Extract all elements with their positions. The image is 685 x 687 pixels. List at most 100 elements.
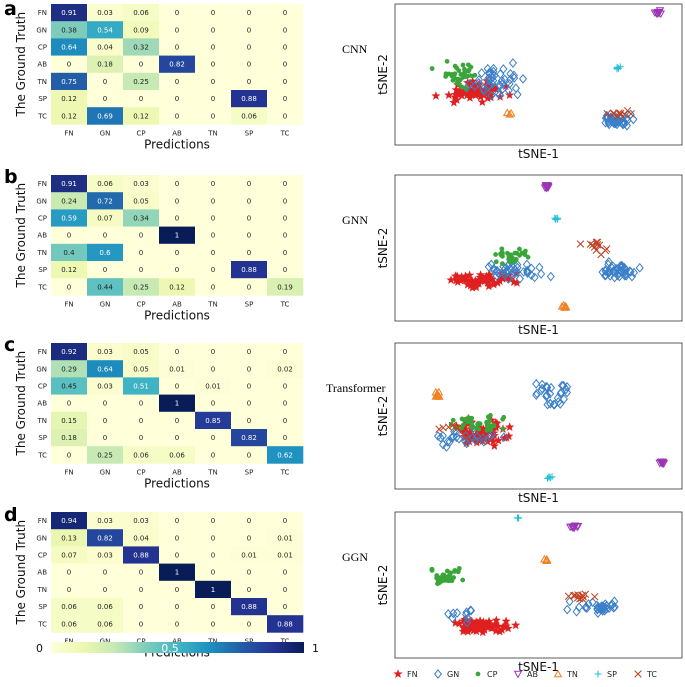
- scatter-point: [459, 425, 464, 431]
- heatmap-cell: [87, 546, 124, 564]
- scatter-point: [502, 108, 512, 117]
- scatter-point: [576, 240, 585, 248]
- y-tick-label: FN: [38, 180, 47, 188]
- cell-value: 0: [211, 26, 215, 34]
- scatter-point: [517, 252, 522, 258]
- heatmap-cell: [51, 615, 88, 633]
- heatmap-cell: [231, 21, 268, 39]
- scatter-point: [517, 246, 522, 252]
- scatter-point: [542, 555, 551, 564]
- cell-value: 0.64: [61, 44, 77, 52]
- heatmap-cell: [123, 563, 160, 582]
- cell-value: 0.01: [205, 383, 221, 391]
- scatter-point: [495, 80, 504, 90]
- cell-value: 0: [175, 180, 179, 188]
- heatmap-cell: [195, 243, 232, 262]
- cell-value: 0: [211, 232, 215, 240]
- cell-value: 0: [283, 232, 287, 240]
- scatter-point: [484, 423, 490, 428]
- heatmap-cell: [51, 360, 88, 378]
- cell-value: 0.94: [61, 517, 77, 525]
- scatter-point: [485, 414, 491, 420]
- cell-value: 0.34: [133, 215, 149, 223]
- heatmap-cell: [195, 278, 232, 296]
- cell-value: 0: [283, 383, 287, 391]
- y-tick-label: CP: [38, 44, 47, 52]
- cell-value: 0.01: [241, 552, 257, 560]
- cell-value: 0: [139, 434, 143, 442]
- cell-value: 0: [67, 283, 71, 291]
- cell-value: 0: [211, 180, 215, 188]
- x-tick-label: GN: [100, 637, 111, 645]
- heatmap-cell: [159, 226, 196, 245]
- scatter-point: [510, 620, 521, 630]
- heatmap-cell: [87, 243, 124, 262]
- heatmap-cell: [51, 209, 88, 227]
- heatmap-cell: [87, 394, 124, 413]
- heatmap-cell: [267, 72, 304, 91]
- heatmap-cell: [231, 411, 268, 430]
- y-axis-label: The Ground Truth: [14, 351, 28, 457]
- cell-value: 0: [67, 451, 71, 459]
- scatter-point: [601, 270, 610, 281]
- scatter-point: [455, 87, 465, 96]
- heatmap-cell: [123, 21, 160, 39]
- cell-value: 0.29: [61, 365, 77, 373]
- tsne-plot-frame: [394, 3, 683, 146]
- cell-value: 0: [211, 197, 215, 205]
- cell-value: 0: [283, 197, 287, 205]
- heatmap-cell: [51, 4, 88, 22]
- heatmap-cell: [159, 192, 196, 210]
- scatter-point: [546, 271, 555, 282]
- tsne-x-label: tSNE-1: [518, 147, 559, 161]
- heatmap-cell: [87, 580, 124, 599]
- cell-value: 0: [283, 569, 287, 577]
- cell-value: 0.62: [277, 451, 293, 459]
- cell-value: 0: [139, 266, 143, 274]
- scatter-point: [506, 263, 515, 274]
- x-tick-label: SP: [245, 468, 254, 476]
- panel-letter-d: d: [4, 504, 18, 526]
- scatter-point: [492, 418, 502, 428]
- heatmap-cell: [87, 615, 124, 633]
- y-tick-label: SP: [38, 603, 47, 611]
- heatmap-cell: [267, 615, 304, 633]
- scatter-point: [509, 70, 518, 81]
- cell-value: 0.75: [61, 78, 77, 86]
- cell-value: 0: [283, 61, 287, 69]
- cell-value: 0.88: [277, 620, 293, 628]
- x-tick-label: TN: [207, 468, 218, 476]
- scatter-point: [450, 417, 456, 423]
- scatter-point: [522, 252, 528, 258]
- scatter-point: [498, 78, 507, 89]
- scatter-point: [477, 68, 486, 78]
- scatter-point: [487, 259, 496, 270]
- scatter-point: [462, 83, 471, 93]
- cell-value: 0: [283, 348, 287, 356]
- x-tick-label: CP: [136, 300, 145, 308]
- heatmap-cell: [51, 598, 88, 616]
- scatter-point: [476, 270, 486, 279]
- scatter-point: [503, 623, 513, 633]
- colorbar-mid-label: 0.5: [161, 642, 179, 655]
- legend-item-ab: AB: [513, 670, 538, 679]
- cell-value: 0: [211, 603, 215, 611]
- scatter-point: [606, 600, 616, 611]
- cell-value: 0: [283, 434, 287, 442]
- scatter-point: [513, 89, 522, 100]
- cell-value: 0: [67, 586, 71, 594]
- cell-value: 0.88: [241, 603, 257, 611]
- scatter-point: [484, 427, 490, 433]
- scatter-point: [453, 608, 462, 618]
- cell-value: 0: [283, 586, 287, 594]
- heatmap-cell: [231, 615, 268, 633]
- x-tick-label: CP: [136, 129, 145, 137]
- heatmap-cell: [51, 377, 88, 395]
- scatter-point: [501, 414, 507, 420]
- legend-item-fn: FN: [393, 669, 418, 679]
- cell-value: 0: [247, 232, 251, 240]
- scatter-point: [553, 669, 563, 678]
- cell-value: 0.06: [97, 620, 113, 628]
- tsne-y-label: tSNE-2: [376, 228, 390, 269]
- scatter-point: [503, 266, 513, 277]
